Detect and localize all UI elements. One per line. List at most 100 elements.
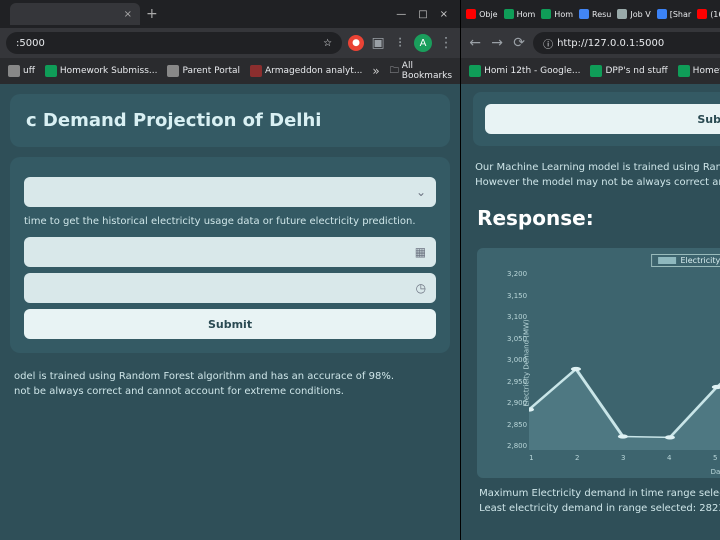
x-axis-label: Days [711,468,720,476]
maximize-icon[interactable]: □ [418,9,427,20]
chart-legend: Electricity Demand (MW) [651,254,720,267]
x-tick: 3 [621,454,625,462]
ext-icon-2[interactable]: ▣ [370,35,386,51]
bookmark-favicon [250,65,262,77]
footer-line-1: odel is trained using Random Forest algo… [14,371,394,382]
y-tick: 2,850 [505,421,527,429]
bookmark-label: Homi 12th - Google... [484,66,580,76]
submit-button[interactable]: Submit [485,104,720,134]
tab-label: Hom [554,10,573,19]
tab-label: (16) Y [710,10,720,19]
browser-tab-mini[interactable]: Hom [501,7,539,21]
time-input[interactable]: ◷ [24,273,436,303]
footer-line-2: not be always correct and cannot account… [14,386,344,397]
clock-icon: ◷ [416,281,426,295]
new-tab-button[interactable]: + [146,6,158,22]
bookmark-item[interactable]: Homi 12th - Google... [465,63,584,79]
bookmarks-overflow-icon[interactable]: » [368,64,383,78]
all-bookmarks-label: All Bookmarks [402,61,452,81]
stat-max: Maximum Electricity demand in time range… [479,488,720,499]
browser-tab-mini[interactable]: Obje [463,7,501,21]
ext-menu-icon[interactable]: ⁝ [392,35,408,51]
back-icon[interactable]: ← [467,35,483,51]
tab-label: Obje [479,10,498,19]
reload-icon[interactable]: ⟳ [511,35,527,51]
tab-strip: ObjeHomHomResuJob V[Shar(16) Y(53) W [461,0,720,28]
demand-chart: Electricity Demand (MW) Electricity Dema… [477,248,720,478]
tab-favicon [466,9,476,19]
footer-text: odel is trained using Random Forest algo… [0,363,460,405]
chart-plot-area [529,270,720,450]
tab-label: Job V [630,10,650,19]
bookmark-label: uff [23,66,35,76]
forward-icon[interactable]: → [489,35,505,51]
y-axis: 3,2003,1503,1003,0503,0002,9502,9002,850… [505,270,527,450]
url-text: http://127.0.0.1:5000 [557,38,664,49]
kebab-menu-icon[interactable]: ⋮ [438,35,454,51]
bookmark-item[interactable]: Armageddon analyt... [246,63,366,79]
y-tick: 3,200 [505,270,527,278]
bookmark-favicon [678,65,690,77]
url-field[interactable]: ⓘ http://127.0.0.1:5000 [533,32,720,54]
all-bookmarks-button[interactable]: 🗀All Bookmarks [386,61,456,81]
tab-favicon [579,9,589,19]
submit-card: Submit [473,92,720,146]
y-tick: 3,150 [505,292,527,300]
close-window-icon[interactable]: × [440,9,448,20]
form-card: ⌄ time to get the historical electricity… [10,157,450,353]
x-axis: 12345678910 [529,454,720,462]
response-heading: Response: [461,196,720,240]
date-input[interactable]: ▦ [24,237,436,267]
tab-favicon [697,9,707,19]
calendar-icon: ▦ [415,245,426,259]
address-bar: :5000 ☆ ● ▣ ⁝ A ⋮ [0,28,460,58]
bookmark-favicon [469,65,481,77]
browser-tab-mini[interactable]: [Shar [654,7,694,21]
chart-stats: Maximum Electricity demand in time range… [461,486,720,526]
browser-tab[interactable]: × [10,3,140,25]
minimize-icon[interactable]: — [396,9,406,20]
info-icon: ⓘ [543,36,553,51]
folder-icon: 🗀 [390,63,399,79]
bookmark-item[interactable]: Homework Submiss... [41,63,162,79]
bookmark-favicon [590,65,602,77]
browser-tab-mini[interactable]: Hom [538,7,576,21]
bookmark-item[interactable]: uff [4,63,39,79]
title-card: c Demand Projection of Delhi [10,94,450,147]
bookmark-label: Parent Portal [182,66,240,76]
y-tick: 2,950 [505,378,527,386]
address-bar: ← → ⟳ ⓘ http://127.0.0.1:5000 [461,28,720,58]
x-tick: 4 [667,454,671,462]
model-description: Our Machine Learning model is trained us… [461,154,720,196]
star-icon[interactable]: ☆ [323,38,332,49]
ext-icon-1[interactable]: ● [348,35,364,51]
browser-tab-mini[interactable]: (16) Y [694,7,720,21]
url-field[interactable]: :5000 ☆ [6,32,342,54]
tab-label: Hom [517,10,536,19]
browser-tab-mini[interactable]: Job V [614,7,653,21]
y-tick: 3,100 [505,313,527,321]
profile-avatar[interactable]: A [414,34,432,52]
browser-tab-mini[interactable]: Resu [576,7,614,21]
bookmark-item[interactable]: DPP's nd stuff [586,63,671,79]
legend-label: Electricity Demand (MW) [680,256,720,265]
close-tab-icon[interactable]: × [124,9,132,20]
bookmarks-bar: uff Homework Submiss... Parent Portal Ar… [0,58,460,84]
tab-strip: × + — □ × [0,0,460,28]
bookmark-label: Homework Submiss... [693,66,720,76]
bookmark-item[interactable]: Parent Portal [163,63,244,79]
browser-window-left: × + — □ × :5000 ☆ ● ▣ ⁝ A ⋮ uff Homework… [0,0,461,540]
tab-label: Resu [592,10,611,19]
tab-favicon [504,9,514,19]
submit-button[interactable]: Submit [24,309,436,339]
tab-label: [Shar [670,10,691,19]
bookmarks-bar: Homi 12th - Google... DPP's nd stuff Hom… [461,58,720,84]
page-content-right: Submit Our Machine Learning model is tra… [461,84,720,540]
window-controls: — □ × [396,9,456,20]
bookmark-favicon [8,65,20,77]
bookmark-item[interactable]: Homework Submiss... [674,63,720,79]
select-input[interactable]: ⌄ [24,177,436,207]
tab-favicon [657,9,667,19]
legend-swatch [658,257,676,264]
tab-favicon [541,9,551,19]
